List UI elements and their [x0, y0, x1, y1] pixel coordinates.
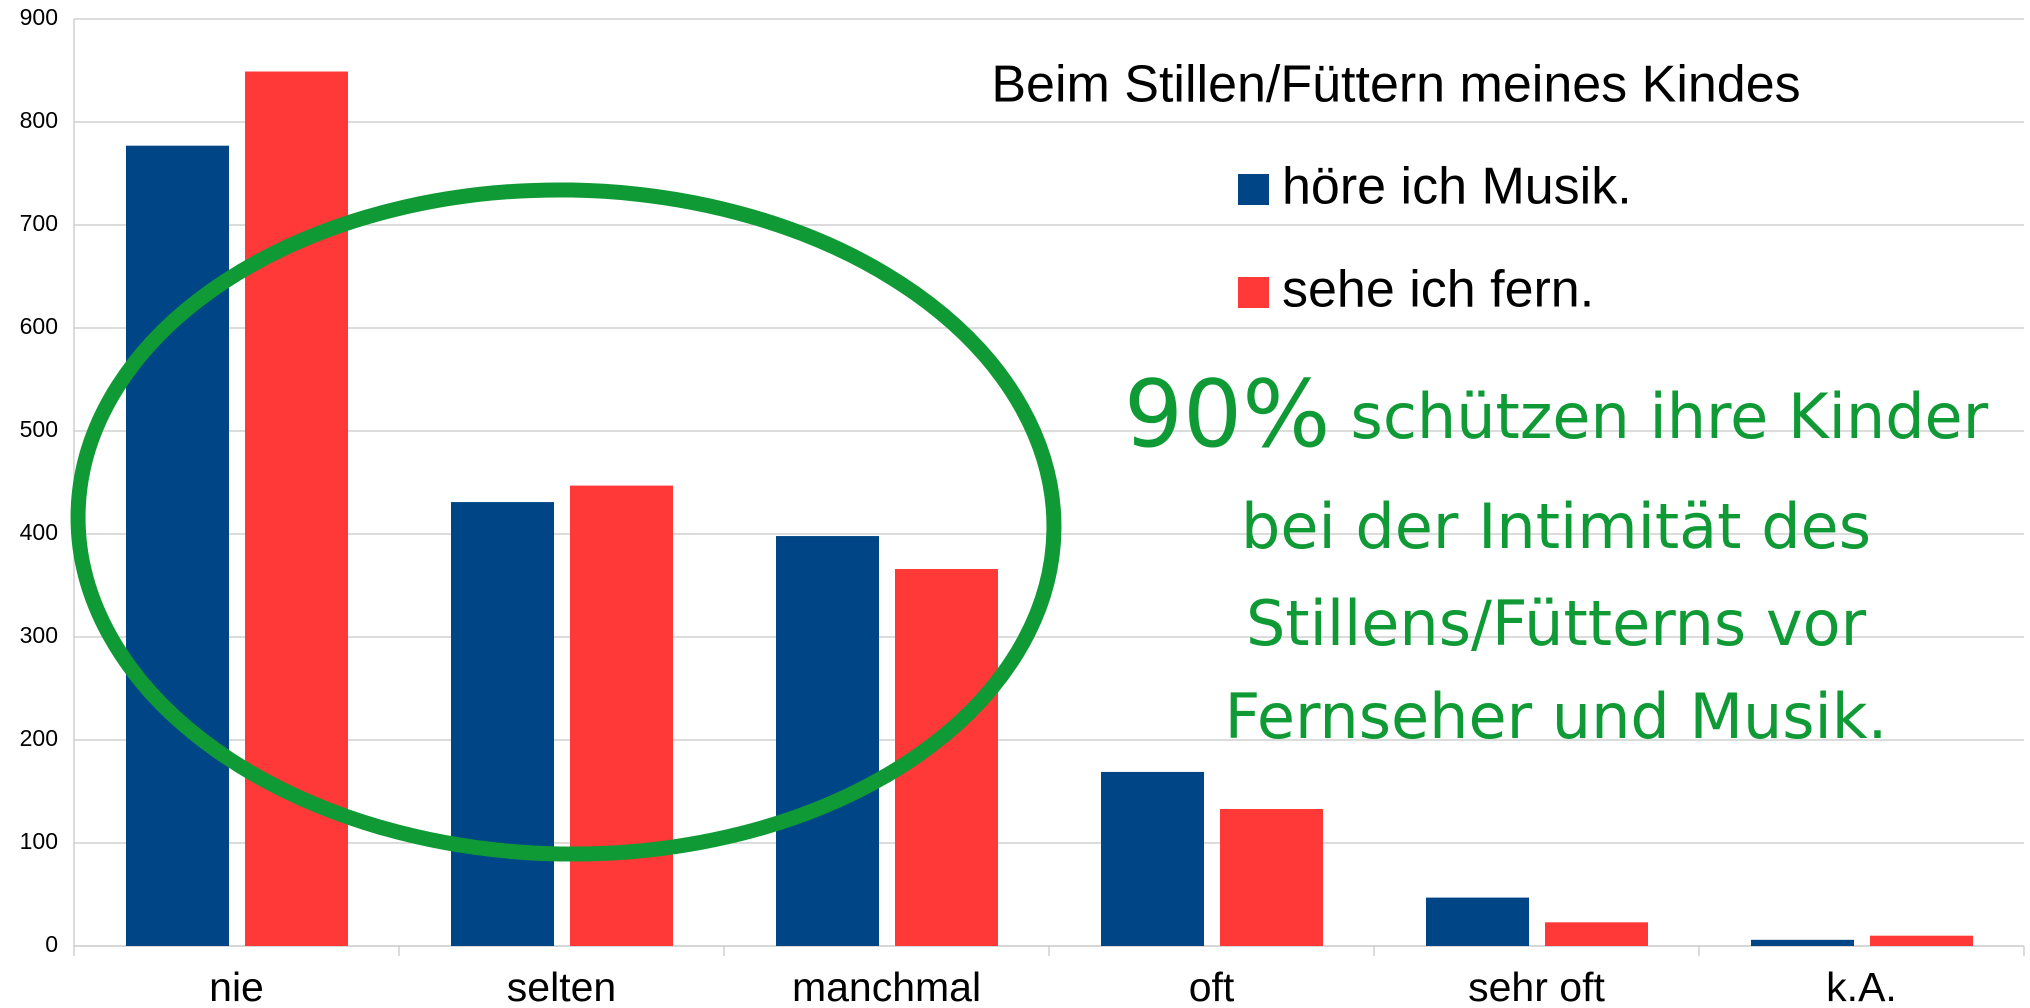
x-tick-label: selten [507, 964, 616, 1008]
y-tick-label: 900 [20, 4, 58, 30]
legend-swatch [1238, 174, 1269, 205]
bar [451, 502, 554, 946]
x-tick-label: sehr oft [1468, 964, 1605, 1008]
bar [1101, 771, 1204, 946]
bar [1751, 939, 1854, 946]
bar [126, 145, 229, 946]
annotation-highlight: 90% [1124, 360, 1331, 468]
bar [1220, 809, 1323, 946]
bar [1426, 897, 1529, 946]
bar [1545, 922, 1648, 946]
bar [570, 485, 673, 946]
legend-label: sehe ich fern. [1282, 261, 1594, 319]
annotation-line: Fernseher und Musik. [1225, 680, 1888, 753]
y-tick-label: 300 [20, 622, 58, 648]
y-tick-label: 800 [20, 107, 58, 133]
annotation-line: bei der Intimität des [1241, 490, 1871, 563]
y-tick-label: 600 [20, 313, 58, 339]
x-tick-label: oft [1189, 964, 1235, 1008]
legend-label: höre ich Musik. [1282, 158, 1632, 216]
x-tick-label: k.A. [1826, 964, 1897, 1008]
x-tick-label: nie [209, 964, 264, 1008]
highlight-ellipse [70, 182, 1062, 862]
annotation-line: Stillens/Fütterns vor [1246, 587, 1867, 660]
annotation-text: schützen ihre Kinder [1351, 380, 1989, 453]
bar [776, 536, 879, 946]
x-tick-label: manchmal [792, 964, 981, 1008]
annotation-line: 90% schützen ihre Kinder [1124, 360, 1989, 468]
chart-title: Beim Stillen/Füttern meines Kindes [991, 56, 1800, 114]
y-tick-label: 0 [45, 931, 58, 957]
y-tick-label: 700 [20, 210, 58, 236]
y-tick-label: 400 [20, 519, 58, 545]
y-tick-label: 100 [20, 828, 58, 854]
y-tick-label: 500 [20, 416, 58, 442]
legend-swatch [1238, 277, 1269, 308]
bar [1870, 935, 1973, 946]
y-tick-label: 200 [20, 725, 58, 751]
